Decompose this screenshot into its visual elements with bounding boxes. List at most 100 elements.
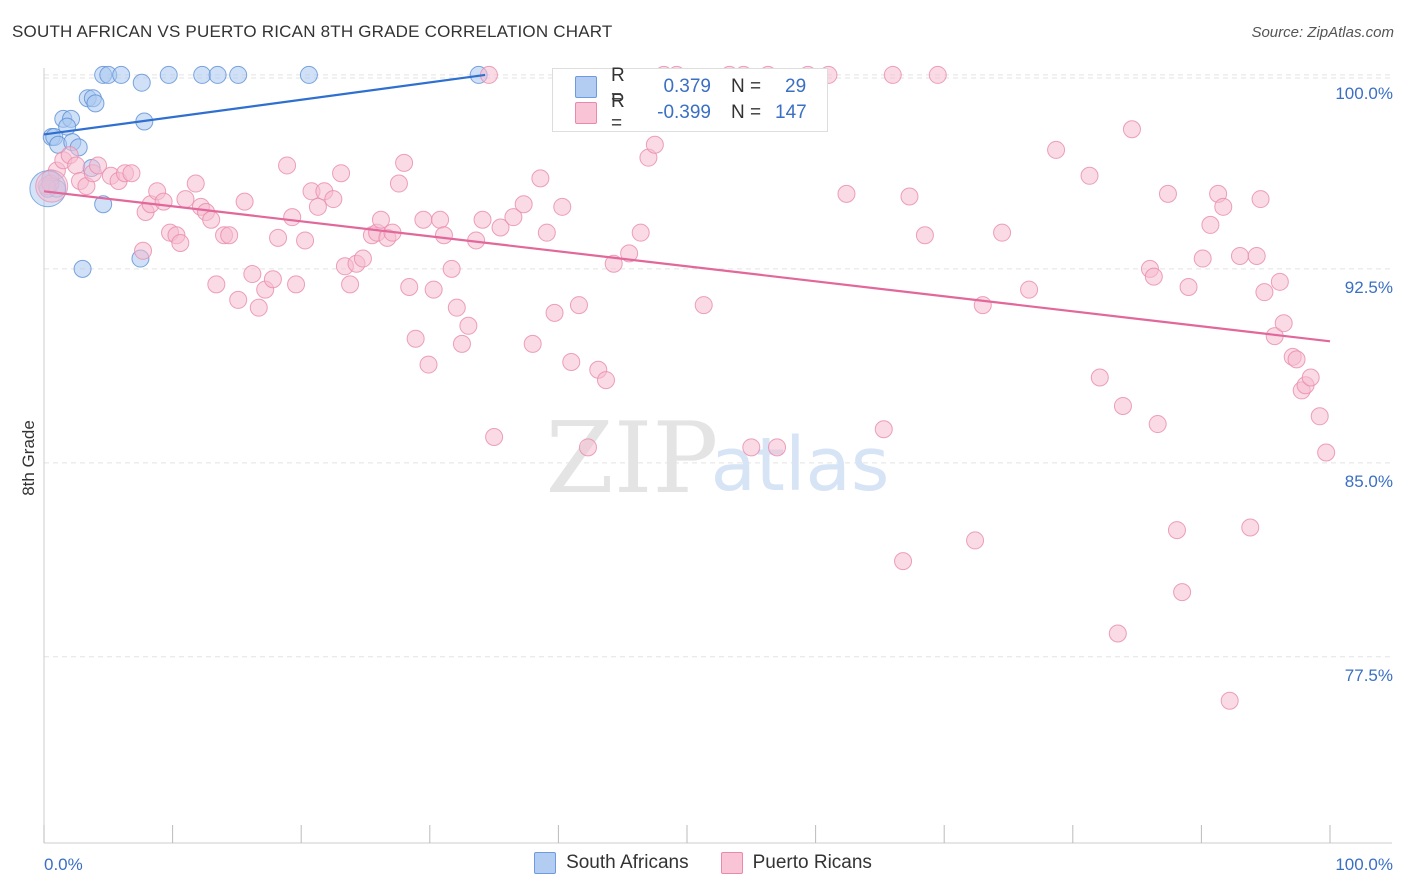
point-puerto-rican — [1179, 277, 1198, 296]
n-label: N = — [731, 102, 762, 123]
point-puerto-rican — [35, 169, 69, 203]
swatch-pink — [575, 102, 597, 124]
point-puerto-rican — [395, 153, 414, 172]
point-south-african — [229, 65, 248, 84]
point-puerto-rican — [1144, 267, 1163, 286]
point-puerto-rican — [134, 241, 153, 260]
point-south-african — [208, 65, 227, 84]
chart-title: SOUTH AFRICAN VS PUERTO RICAN 8TH GRADE … — [12, 22, 613, 41]
y-tick-label: 77.5% — [1345, 666, 1393, 685]
point-south-african — [159, 65, 178, 84]
point-puerto-rican — [620, 244, 639, 263]
point-puerto-rican — [400, 277, 419, 296]
point-puerto-rican — [485, 427, 504, 446]
points-layer — [29, 65, 1336, 710]
n-value: 29 — [785, 76, 807, 97]
point-puerto-rican — [263, 270, 282, 289]
swatch-blue — [575, 76, 597, 98]
point-puerto-rican — [1201, 215, 1220, 234]
source-label: Source: ZipAtlas.com — [1251, 24, 1394, 41]
point-puerto-rican — [308, 197, 327, 216]
point-puerto-rican — [1167, 521, 1186, 540]
point-puerto-rican — [229, 290, 248, 309]
stats-legend: R = 0.379 N = 29 R = -0.399 N = 147 — [552, 65, 828, 134]
point-puerto-rican — [249, 298, 268, 317]
point-puerto-rican — [1214, 197, 1233, 216]
r-label: R = — [611, 91, 625, 134]
point-puerto-rican — [1301, 368, 1320, 387]
point-puerto-rican — [186, 174, 205, 193]
stats-row-puerto-ricans: R = -0.399 N = 147 — [575, 91, 807, 134]
point-puerto-rican — [447, 298, 466, 317]
legend-label: Puerto Ricans — [752, 852, 872, 873]
point-south-african — [73, 259, 92, 278]
point-puerto-rican — [406, 329, 425, 348]
point-puerto-rican — [491, 218, 510, 237]
point-puerto-rican — [324, 190, 343, 209]
point-puerto-rican — [1080, 166, 1099, 185]
r-label: R = — [611, 65, 625, 108]
point-puerto-rican — [419, 355, 438, 374]
point-puerto-rican — [278, 156, 297, 175]
point-puerto-rican — [1287, 350, 1306, 369]
point-puerto-rican — [631, 223, 650, 242]
point-puerto-rican — [966, 531, 985, 550]
point-puerto-rican — [434, 226, 453, 245]
point-puerto-rican — [1173, 583, 1192, 602]
point-puerto-rican — [562, 352, 581, 371]
y-axis-label: 8th Grade — [19, 420, 38, 496]
point-puerto-rican — [915, 226, 934, 245]
point-puerto-rican — [1113, 396, 1132, 415]
point-puerto-rican — [1230, 246, 1249, 265]
point-puerto-rican — [894, 552, 913, 571]
point-puerto-rican — [645, 135, 664, 154]
point-puerto-rican — [1090, 368, 1109, 387]
point-south-african — [94, 195, 113, 214]
point-puerto-rican — [287, 275, 306, 294]
series-legend: South Africans Puerto Ricans — [0, 852, 1406, 874]
point-puerto-rican — [569, 296, 588, 315]
y-tick-label: 85.0% — [1345, 472, 1393, 491]
point-puerto-rican — [514, 195, 533, 214]
point-puerto-rican — [1247, 246, 1266, 265]
point-puerto-rican — [424, 280, 443, 299]
point-puerto-rican — [1255, 283, 1274, 302]
point-puerto-rican — [1270, 272, 1289, 291]
point-south-african — [299, 65, 318, 84]
point-puerto-rican — [694, 296, 713, 315]
trend-layer — [43, 73, 1331, 343]
point-puerto-rican — [837, 184, 856, 203]
n-label: N = — [731, 76, 762, 97]
point-puerto-rican — [1148, 415, 1167, 434]
point-puerto-rican — [67, 156, 86, 175]
point-puerto-rican — [296, 231, 315, 250]
point-puerto-rican — [243, 265, 262, 284]
point-puerto-rican — [1108, 624, 1127, 643]
point-puerto-rican — [545, 303, 564, 322]
point-puerto-rican — [269, 228, 288, 247]
point-puerto-rican — [1158, 184, 1177, 203]
point-puerto-rican — [371, 210, 390, 229]
point-puerto-rican — [1020, 280, 1039, 299]
point-puerto-rican — [414, 210, 433, 229]
swatch-pink — [720, 852, 743, 874]
point-puerto-rican — [207, 275, 226, 294]
point-puerto-rican — [341, 275, 360, 294]
trend-line-puerto-ricans — [43, 190, 1331, 343]
point-puerto-rican — [1317, 443, 1336, 462]
point-puerto-rican — [332, 164, 351, 183]
point-puerto-rican — [442, 259, 461, 278]
legend-item-south-africans: South Africans — [534, 852, 689, 874]
stats-row-south-africans: R = 0.379 N = 29 — [575, 65, 807, 108]
point-south-african — [193, 65, 212, 84]
point-puerto-rican — [504, 208, 523, 227]
point-puerto-rican — [1274, 314, 1293, 333]
point-puerto-rican — [1047, 140, 1066, 159]
point-puerto-rican — [553, 197, 572, 216]
point-puerto-rican — [578, 438, 597, 457]
point-puerto-rican — [283, 208, 302, 227]
point-puerto-rican — [176, 190, 195, 209]
point-puerto-rican — [531, 169, 550, 188]
y-tick-label: 100.0% — [1335, 84, 1393, 103]
point-puerto-rican — [742, 438, 761, 457]
